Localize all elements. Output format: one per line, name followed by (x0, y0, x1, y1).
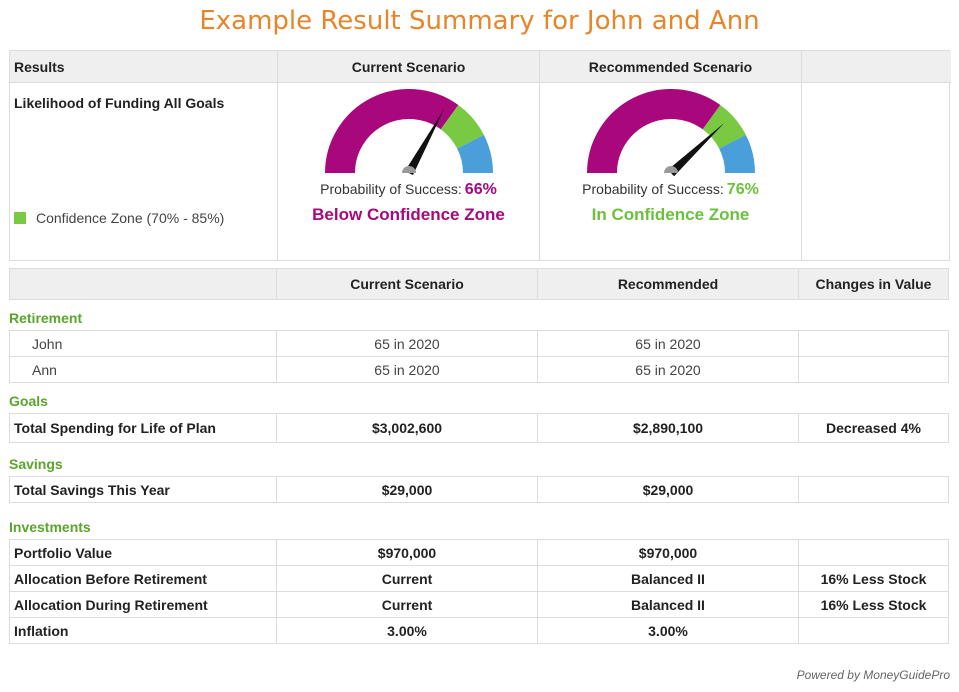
current-zone-status: Below Confidence Zone (312, 205, 505, 224)
current-scenario-header: Current Scenario (278, 51, 539, 83)
recommended-gauge-hub (663, 166, 678, 173)
recommended-gauge-above-zone (718, 134, 755, 174)
recommended-value: $29,000 (537, 476, 799, 503)
legend-label: Confidence Zone (70% - 85%) (36, 210, 225, 226)
change-value: 16% Less Stock (798, 565, 949, 592)
recommended-scenario-header: Recommended Scenario (540, 51, 801, 83)
current-gauge-hub (401, 166, 416, 173)
powered-by-footer: Powered by MoneyGuidePro (796, 668, 950, 682)
results-label-column: Results Likelihood of Funding All Goals … (10, 51, 278, 260)
current-gauge: Probability of Success: 66% Below Confide… (278, 89, 539, 225)
current-probability: Probability of Success: 66% (278, 181, 539, 199)
current-gauge-below-zone (324, 89, 458, 174)
change-value (798, 356, 949, 383)
table-row: Portfolio Value $970,000 $970,000 (9, 539, 950, 566)
table-row: Ann 65 in 2020 65 in 2020 (9, 356, 950, 383)
details-table: Current Scenario Recommended Changes in … (9, 268, 950, 644)
recommended-scenario-column: Recommended Scenario Probability of Succ… (540, 51, 802, 260)
row-label: John (9, 330, 277, 357)
results-header: Results (10, 51, 277, 83)
row-label: Total Spending for Life of Plan (9, 413, 277, 443)
section-investments: Investments (9, 519, 91, 535)
table-row: John 65 in 2020 65 in 2020 (9, 330, 950, 357)
section-savings: Savings (9, 456, 63, 472)
recommended-value: Balanced II (537, 591, 799, 618)
recommended-probability: Probability of Success: 76% (540, 181, 801, 199)
details-header-row: Current Scenario Recommended Changes in … (9, 268, 950, 300)
recommended-gauge-confidence-zone (701, 105, 746, 150)
recommended-zone-status: In Confidence Zone (591, 205, 750, 224)
row-label: Allocation Before Retirement (9, 565, 277, 592)
current-probability-label: Probability of Success: (320, 181, 462, 197)
current-value: 65 in 2020 (276, 356, 538, 383)
section-retirement: Retirement (9, 310, 83, 326)
current-gauge-confidence-zone (439, 105, 484, 150)
row-label: Allocation During Retirement (9, 591, 277, 618)
page-title: Example Result Summary for John and Ann (199, 6, 760, 36)
recommended-value: Balanced II (537, 565, 799, 592)
recommended-value: $2,890,100 (537, 413, 799, 443)
recommended-gauge: Probability of Success: 76% In Confidence… (540, 89, 801, 225)
current-gauge-above-zone (456, 134, 493, 174)
current-gauge-needle (404, 109, 444, 176)
change-value (798, 476, 949, 503)
table-row: Total Savings This Year $29,000 $29,000 (9, 476, 950, 503)
change-value: 16% Less Stock (798, 591, 949, 618)
results-empty-column (802, 51, 951, 260)
current-probability-value: 66% (464, 181, 497, 198)
current-value: 65 in 2020 (276, 330, 538, 357)
row-label: Inflation (9, 617, 277, 644)
change-value (798, 330, 949, 357)
table-row: Inflation 3.00% 3.00% (9, 617, 950, 644)
details-header-changes: Changes in Value (798, 268, 949, 300)
recommended-value: 65 in 2020 (537, 330, 799, 357)
recommended-probability-value: 76% (726, 181, 759, 198)
table-row: Allocation Before Retirement Current Bal… (9, 565, 950, 592)
current-value: 3.00% (276, 617, 538, 644)
recommended-value: 65 in 2020 (537, 356, 799, 383)
recommended-gauge-needle (667, 123, 724, 177)
change-value: Decreased 4% (798, 413, 949, 443)
current-value: $970,000 (276, 539, 538, 566)
results-table: Results Likelihood of Funding All Goals … (9, 50, 951, 261)
recommended-gauge-below-zone (586, 89, 720, 174)
current-value: Current (276, 565, 538, 592)
current-gauge-dial (324, 89, 493, 176)
row-label: Ann (9, 356, 277, 383)
recommended-value: $970,000 (537, 539, 799, 566)
section-goals: Goals (9, 393, 48, 409)
details-header-current: Current Scenario (276, 268, 538, 300)
recommended-value: 3.00% (537, 617, 799, 644)
current-value: $29,000 (276, 476, 538, 503)
confidence-zone-legend: Confidence Zone (70% - 85%) (14, 210, 224, 226)
change-value (798, 617, 949, 644)
details-header-blank (9, 268, 277, 300)
legend-swatch (14, 212, 26, 224)
current-scenario-column: Current Scenario Probability of Success:… (278, 51, 540, 260)
results-empty-header (802, 51, 951, 83)
row-label: Total Savings This Year (9, 476, 277, 503)
recommended-probability-label: Probability of Success: (582, 181, 724, 197)
table-row: Allocation During Retirement Current Bal… (9, 591, 950, 618)
details-header-recommended: Recommended (537, 268, 799, 300)
likelihood-label: Likelihood of Funding All Goals (14, 95, 225, 111)
change-value (798, 539, 949, 566)
table-row: Total Spending for Life of Plan $3,002,6… (9, 413, 950, 443)
recommended-gauge-dial (586, 89, 755, 177)
current-value: Current (276, 591, 538, 618)
row-label: Portfolio Value (9, 539, 277, 566)
current-value: $3,002,600 (276, 413, 538, 443)
